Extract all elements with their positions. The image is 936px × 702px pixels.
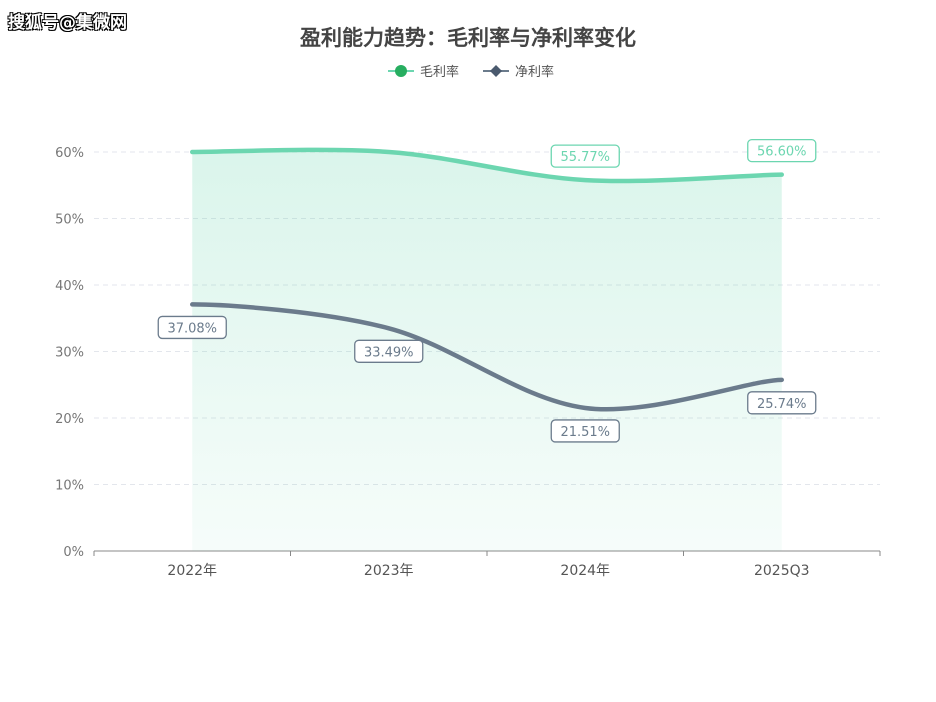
series-line-1: [190, 302, 784, 412]
legend-label: 净利率: [515, 64, 554, 80]
y-tick-label: 20%: [55, 412, 84, 427]
series-area-0: [192, 149, 782, 552]
y-tick-label: 50%: [55, 213, 84, 228]
data-label-box: [550, 419, 620, 443]
data-label-box: [550, 144, 620, 168]
y-tick-label: 10%: [55, 479, 84, 494]
x-tick-label: 2022年: [167, 563, 217, 579]
legend-diamond-icon: [490, 65, 502, 77]
data-label: 25.74%: [757, 397, 807, 412]
legend-label: 毛利率: [420, 64, 459, 80]
data-label-box: [354, 339, 424, 363]
data-label: 56.60%: [757, 145, 807, 160]
chart-title: 盈利能力趋势：毛利率与净利率变化: [300, 26, 636, 50]
data-label: 21.51%: [560, 425, 610, 440]
y-tick-label: 0%: [63, 545, 84, 560]
watermark: 搜狐号@集微网: [8, 13, 127, 33]
data-label: 55.77%: [560, 150, 610, 165]
x-tick-label: 2025Q3: [754, 563, 810, 579]
y-tick-label: 30%: [55, 346, 84, 361]
x-tick-label: 2024年: [560, 563, 610, 579]
data-label-box: [747, 138, 817, 163]
data-label-box: [157, 315, 227, 340]
data-label: 33.49%: [364, 345, 414, 360]
data-label: 37.08%: [167, 321, 217, 336]
x-tick-label: 2023年: [364, 563, 414, 579]
data-label-box: [747, 391, 817, 415]
series-line-0: [190, 147, 784, 184]
legend-circle-icon: [395, 65, 407, 77]
y-tick-label: 60%: [55, 146, 84, 161]
y-tick-label: 40%: [55, 279, 84, 294]
